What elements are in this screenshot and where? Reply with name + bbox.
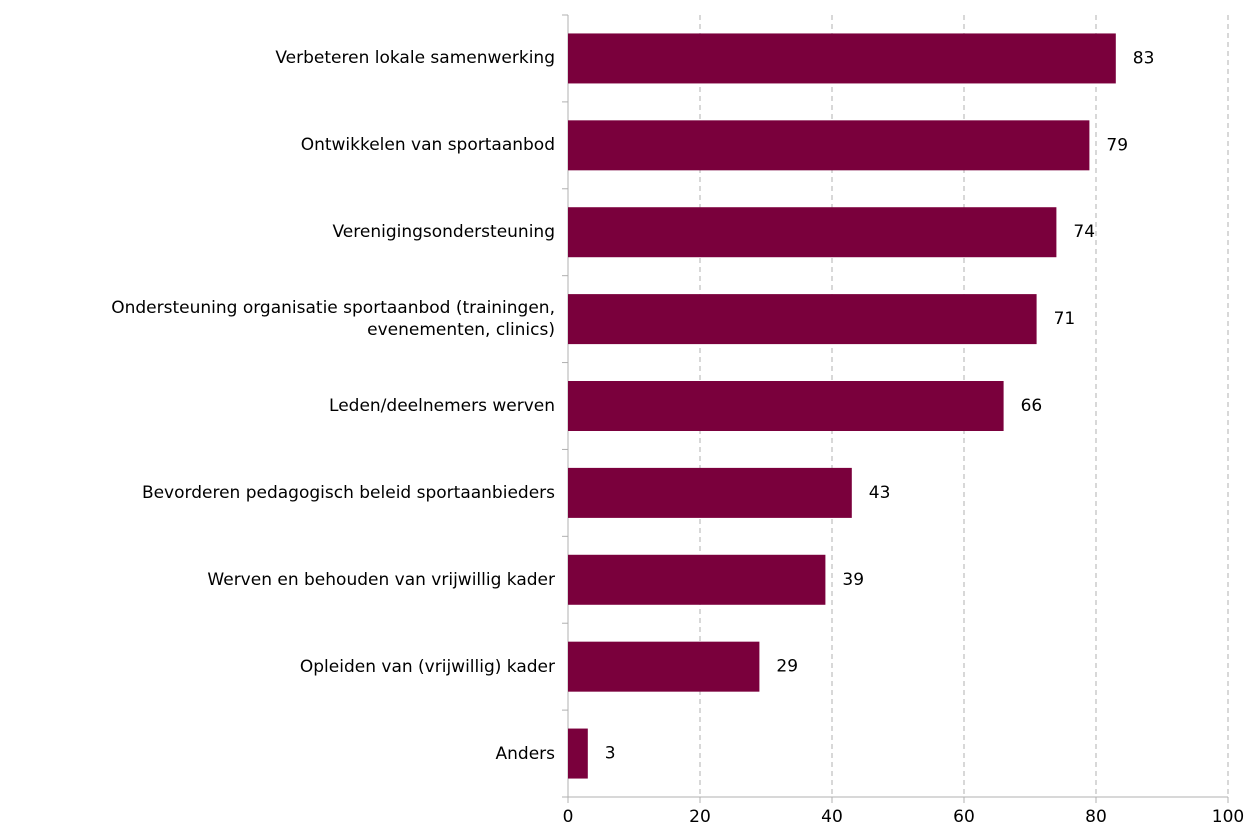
bar bbox=[568, 641, 760, 692]
y-tick-label: Opleiden van (vrijwillig) kader bbox=[299, 656, 555, 677]
y-tick-label: Werven en behouden van vrijwillig kader bbox=[207, 569, 555, 590]
value-label: 29 bbox=[776, 657, 798, 677]
value-label: 79 bbox=[1106, 135, 1128, 155]
bar bbox=[568, 120, 1090, 171]
y-tick-label: Anders bbox=[495, 743, 556, 764]
y-tick-label: Verbeteren lokale samenwerking bbox=[275, 48, 555, 69]
bar bbox=[568, 728, 588, 779]
value-label: 39 bbox=[842, 570, 864, 590]
x-tick-label: 20 bbox=[689, 807, 711, 826]
y-tick-label: Ontwikkelen van sportaanbod bbox=[300, 135, 555, 156]
bar bbox=[568, 294, 1037, 345]
bar bbox=[568, 554, 826, 605]
x-tick-label: 0 bbox=[563, 807, 574, 826]
value-label: 43 bbox=[869, 483, 891, 503]
x-tick-label: 80 bbox=[1085, 807, 1107, 826]
y-tick-label: Verenigingsondersteuning bbox=[332, 222, 555, 243]
y-tick-label: Leden/deelnemers werven bbox=[329, 396, 555, 416]
value-label: 74 bbox=[1073, 222, 1095, 242]
x-tick-label: 40 bbox=[821, 807, 843, 826]
x-tick-label: 60 bbox=[953, 807, 975, 826]
x-tick-label: 100 bbox=[1212, 807, 1244, 826]
bar bbox=[568, 207, 1057, 258]
bar bbox=[568, 381, 1004, 431]
value-label: 83 bbox=[1133, 48, 1155, 68]
bar bbox=[568, 467, 852, 518]
value-label: 3 bbox=[605, 744, 616, 764]
y-tick-label: Ondersteuning organisatie sportaanbod (t… bbox=[111, 298, 555, 341]
value-label: 66 bbox=[1021, 396, 1043, 416]
y-tick-label: Bevorderen pedagogisch beleid sportaanbi… bbox=[141, 482, 555, 503]
value-label: 71 bbox=[1054, 309, 1076, 329]
bar bbox=[568, 33, 1116, 84]
